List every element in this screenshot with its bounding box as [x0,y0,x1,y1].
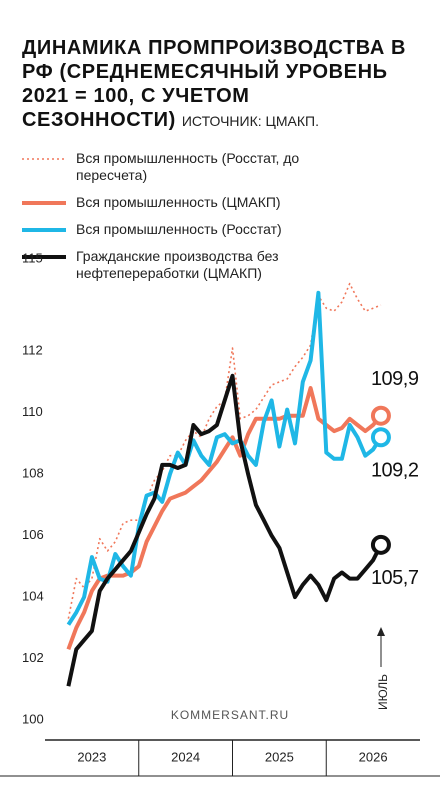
x-tick-label: 2023 [77,749,106,764]
source: ИСТОЧНИК: ЦМАКП. [181,113,319,129]
title-block: ДИНАМИКА ПРОМПРОИЗВОДСТВА В РФ (СРЕДНЕМЕ… [22,36,422,133]
chart-title: ДИНАМИКА ПРОМПРОИЗВОДСТВА В РФ (СРЕДНЕМЕ… [22,37,407,131]
legend-item: Гражданские производства без нефтеперера… [22,248,422,282]
legend-swatch [22,228,66,232]
end-marker [370,427,391,448]
y-tick-label: 112 [22,343,43,358]
legend-swatch [22,201,66,205]
x-tick-label: 2025 [265,749,294,764]
annotation: ИЮЛЬ [376,674,390,710]
x-tick-label: 2024 [171,749,200,764]
watermark: KOMMERSANT.RU [171,708,289,722]
y-tick-label: 108 [22,466,44,481]
legend-label: Вся промышленность (Росстат, до пересчет… [76,150,300,183]
end-marker [370,534,391,555]
y-tick-label: 102 [22,650,44,665]
legend-swatch [22,255,66,259]
y-tick-label: 104 [22,589,44,604]
value-label: 105,7 [371,567,419,589]
series-line [67,282,382,619]
y-tick-label: 106 [22,527,44,542]
x-tick-label: 2026 [359,749,388,764]
legend-item: Вся промышленность (ЦМАКП) [22,194,422,211]
arrow-head [377,627,385,636]
legend-item: Вся промышленность (Росстат, до пересчет… [22,150,422,184]
legend-label: Вся промышленность (Росстат) [76,221,282,237]
series-line [66,373,383,687]
legend-label: Гражданские производства без нефтеперера… [76,248,279,281]
value-label: 109,2 [371,460,419,482]
end-marker [370,405,391,426]
legend-label: Вся промышленность (ЦМАКП) [76,194,281,210]
y-tick-label: 100 [22,711,44,726]
y-tick-label: 115 [22,250,43,265]
legend: Вся промышленность (Росстат, до пересчет… [22,150,422,292]
y-tick-label: 110 [22,404,43,419]
value-label: 109,9 [371,368,419,390]
legend-item: Вся промышленность (Росстат) [22,221,422,238]
legend-swatch [22,158,66,160]
series-line [66,386,383,650]
